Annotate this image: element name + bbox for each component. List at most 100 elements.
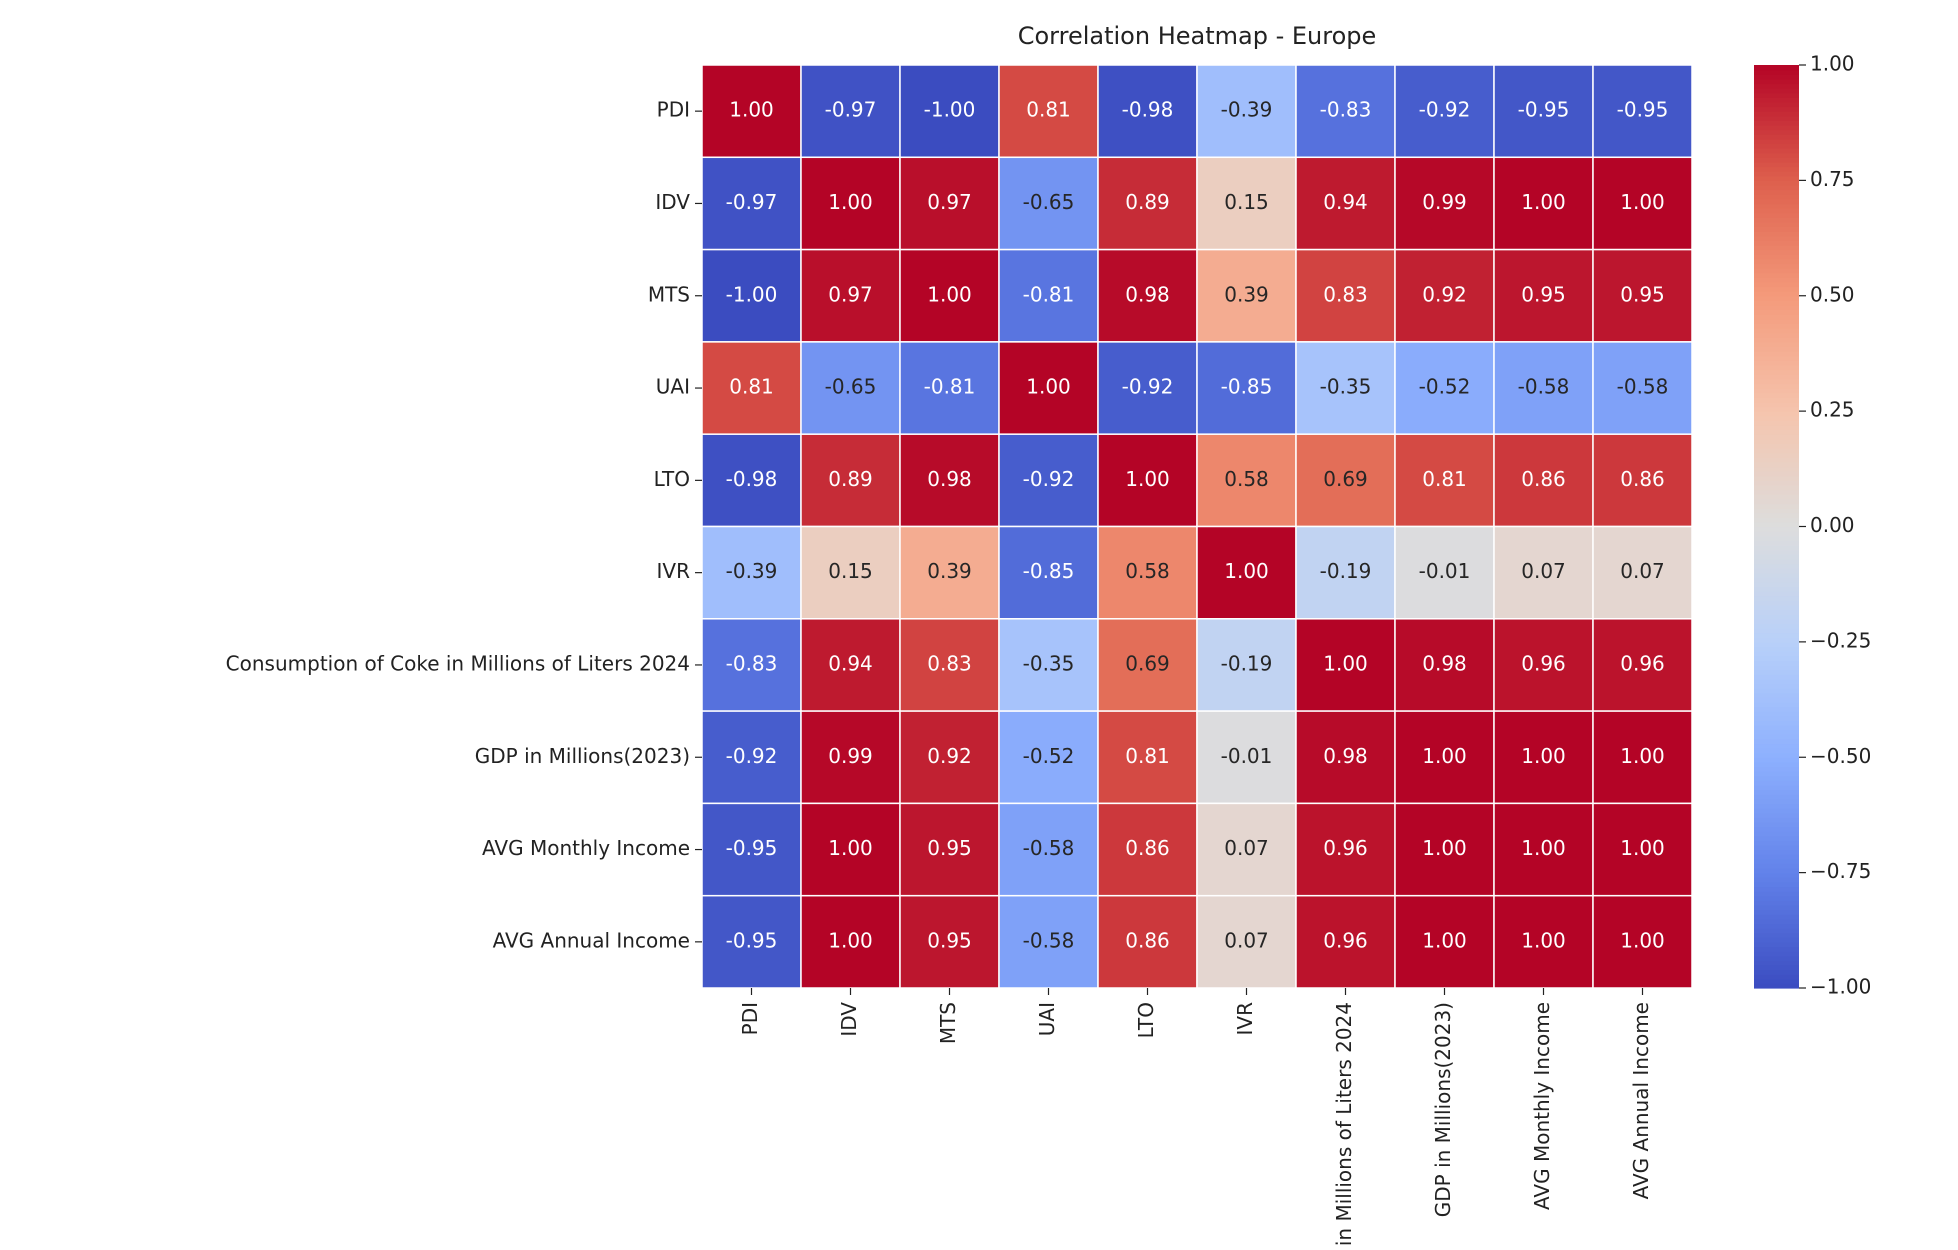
cell-label: 1.00 [1323,651,1368,675]
heatmap-cell [701,618,802,712]
cell-label: 1.00 [1422,836,1467,860]
colorbar-band [1754,314,1799,320]
cell-label: 0.69 [1323,467,1368,491]
colorbar-band [1754,221,1799,228]
colorbar-band [1754,729,1799,735]
colorbar-band [1754,217,1799,223]
colorbar-band [1754,609,1799,615]
cell-label: -0.98 [1122,98,1174,122]
colorbar-band [1754,563,1799,569]
heatmap-cell [800,802,901,897]
colorbar-band [1754,572,1799,578]
heatmap-cell [1196,64,1297,159]
colorbar-band [1754,512,1799,518]
colorbar-band [1754,83,1799,89]
x-tick-label: AVG Annual Income [1629,1002,1653,1199]
heatmap-cell [1493,802,1594,897]
colorbar-band [1754,240,1799,246]
heatmap-cell [1592,618,1693,712]
cell-label: -0.81 [924,375,976,399]
colorbar-band [1754,341,1799,348]
cell-label: -0.35 [1023,651,1075,675]
colorbar-band [1754,97,1799,103]
cell-label: 0.95 [1620,282,1665,306]
colorbar-band [1754,798,1799,804]
colorbar-band [1754,346,1799,352]
cell-label: 1.00 [1125,467,1170,491]
colorbar-band [1754,203,1799,209]
heatmap-cell [1394,802,1495,897]
colorbar-band [1754,632,1799,638]
colorbar-band [1754,775,1799,781]
colorbar-band [1754,674,1799,680]
colorbar-band [1754,111,1799,117]
cell-label: -0.92 [726,744,778,768]
colorbar-band [1754,175,1799,181]
cell-label: -0.39 [1221,98,1273,122]
colorbar-band [1754,771,1799,777]
heatmap-cell [1592,341,1693,435]
colorbar-band [1754,831,1799,837]
cell-label: 1.00 [1521,190,1566,214]
cell-label: 0.81 [1026,98,1071,122]
cell-label: -0.65 [1023,190,1075,214]
cell-label: 0.97 [927,190,972,214]
colorbar-band [1754,148,1799,154]
heatmap-cell [1493,894,1594,989]
cell-label: -0.01 [1419,559,1471,583]
x-tick-label: UAI [1035,1002,1059,1036]
y-tick-label: PDI [657,98,690,122]
colorbar-band [1754,651,1799,657]
colorbar-band [1754,231,1799,237]
chart-title: Correlation Heatmap - Europe [1018,22,1377,50]
heatmap-cell [1196,433,1297,528]
colorbar-band [1754,434,1799,440]
heatmap-cell [899,802,1000,897]
colorbar-tick-label: 0.75 [1810,167,1855,191]
y-tick-label: GDP in Millions(2023) [475,744,690,768]
cell-label: 1.00 [1521,836,1566,860]
colorbar-band [1754,688,1799,694]
heatmap-cell [899,433,1000,528]
cell-label: 0.81 [729,375,774,399]
colorbar-band [1754,558,1799,565]
heatmap-cell [800,433,901,528]
colorbar-band [1754,286,1799,292]
heatmap-cell [1196,894,1297,989]
cell-label: 0.96 [1323,836,1368,860]
heatmap-cell [1394,248,1495,343]
heatmap-cell [800,156,901,251]
colorbar-band [1754,780,1799,786]
cell-label: -0.92 [1023,467,1075,491]
colorbar-tick-label: 0.00 [1810,513,1855,537]
colorbar-band [1754,544,1799,551]
cell-label: 0.98 [1422,651,1467,675]
colorbar-band [1754,932,1799,938]
colorbar-band [1754,480,1799,486]
colorbar-band [1754,378,1799,385]
colorbar-band [1754,854,1799,860]
cell-label: 0.89 [1125,190,1170,214]
cell-label: -0.92 [1122,375,1174,399]
colorbar-band [1754,697,1799,703]
x-tick-label: LTO [1134,1002,1158,1038]
cell-label: 0.07 [1620,559,1665,583]
colorbar-band [1754,914,1799,920]
cell-label: 0.07 [1224,836,1269,860]
colorbar-band [1754,475,1799,481]
colorbar-band [1754,937,1799,943]
cell-label: -0.92 [1419,98,1471,122]
cell-label: 1.00 [729,98,774,122]
y-tick-label: Consumption of Coke in Millions of Liter… [226,651,690,675]
heatmap-cell [1493,341,1594,435]
colorbar-band [1754,549,1799,555]
colorbar-tick-label: 0.50 [1810,282,1855,306]
colorbar-band [1754,868,1799,874]
colorbar-band [1754,226,1799,232]
cell-label: 1.00 [1224,559,1269,583]
colorbar-tick-label: −0.25 [1810,628,1871,652]
cell-label: -0.35 [1320,375,1372,399]
heatmap-cell [899,248,1000,343]
heatmap-cell [1097,894,1198,989]
cell-label: -0.97 [825,98,877,122]
